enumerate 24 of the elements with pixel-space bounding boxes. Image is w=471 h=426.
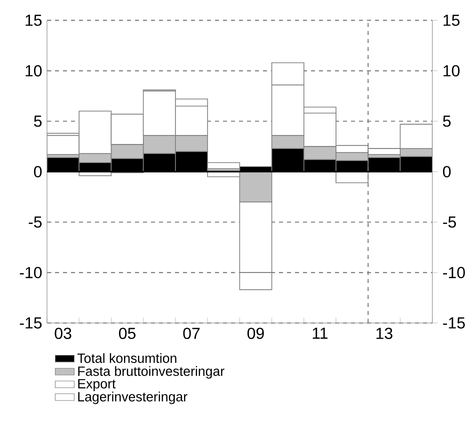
legend-label: Lagerinvesteringar xyxy=(78,392,188,404)
y-tick-label: -15 xyxy=(20,317,42,329)
y-tick-label: 0 xyxy=(34,166,42,178)
y2-tick-label: -15 xyxy=(443,317,465,329)
y2-tick-label: 0 xyxy=(443,166,451,178)
legend-label: Fasta bruttoinvesteringar xyxy=(78,366,224,379)
y-tick-label: -5 xyxy=(28,216,42,228)
y2-tick-label: -10 xyxy=(443,266,465,278)
legend-label: Export xyxy=(78,379,116,392)
y2-tick-label: 10 xyxy=(444,65,460,76)
y2-tick-label: 15 xyxy=(444,14,460,26)
x-tick-label: 13 xyxy=(376,328,392,340)
x-tick-label: 07 xyxy=(183,328,200,340)
y2-tick-label: 5 xyxy=(443,116,451,127)
y-tick-label: 5 xyxy=(34,116,42,127)
y-tick-label: 10 xyxy=(26,65,42,76)
y-tick-label: 15 xyxy=(26,14,42,26)
y2-tick-label: -5 xyxy=(443,216,456,228)
x-tick-label: 03 xyxy=(54,328,72,340)
y-tick-label: -10 xyxy=(20,266,42,278)
x-tick-label: 11 xyxy=(312,328,328,339)
x-tick-label: 05 xyxy=(119,328,136,340)
x-tick-label: 09 xyxy=(247,328,264,340)
legend-label: Total konsumtion xyxy=(77,353,176,363)
